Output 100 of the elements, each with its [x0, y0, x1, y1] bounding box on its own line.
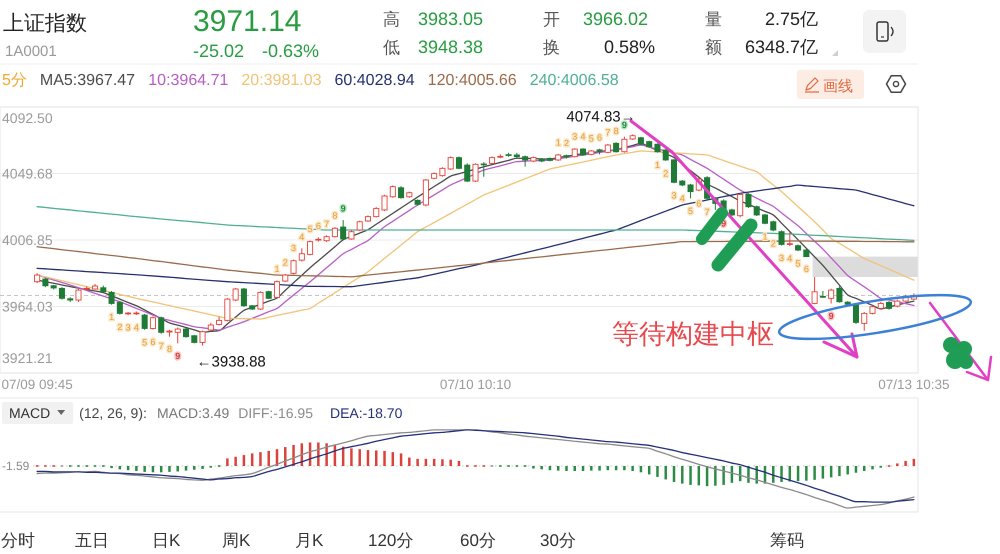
text: 3971.14 — [193, 5, 302, 38]
text: -25.02 — [193, 41, 244, 61]
text: MACD:3.49 — [156, 405, 230, 421]
bar — [598, 466, 601, 471]
bar — [689, 466, 692, 485]
chart-title: MACD — [9, 405, 50, 421]
bar — [648, 466, 650, 474]
bar — [590, 466, 593, 471]
text: 9 — [828, 310, 834, 321]
text: 20:3981.03 — [241, 72, 322, 89]
text: -1.59 — [2, 459, 30, 473]
text: 60分 — [460, 531, 496, 550]
text: 1 — [109, 312, 114, 322]
bar — [168, 466, 171, 472]
text: 筹码 — [770, 531, 804, 550]
text: 量 — [705, 10, 722, 29]
bar — [574, 466, 576, 472]
text: 5 — [142, 337, 148, 348]
text: 3 — [291, 243, 296, 254]
bar — [730, 466, 734, 483]
bar — [614, 466, 618, 470]
text: 5 — [796, 258, 801, 269]
text: 低 — [383, 38, 400, 57]
bar — [350, 448, 353, 466]
text: 8 — [332, 210, 338, 221]
y-tick-label: 4092.50 — [2, 110, 53, 126]
text: 4 — [787, 253, 792, 264]
y-tick-label: 3921.21 — [2, 350, 53, 366]
text: MA5:3967.47 — [40, 72, 136, 89]
text: 8 — [166, 344, 172, 354]
bar — [606, 466, 610, 470]
annotation: 等待构建中枢 — [612, 319, 774, 349]
bar — [176, 466, 179, 472]
bar — [780, 466, 783, 482]
text: 6 — [804, 264, 809, 274]
text: 0.58% — [604, 37, 655, 57]
y-tick-label: 3964.03 — [2, 298, 53, 315]
text: 120:4005.66 — [428, 72, 517, 89]
text: 上证指数 — [3, 12, 87, 35]
bar — [432, 458, 436, 466]
bar — [698, 466, 700, 486]
text: 3966.02 — [583, 9, 648, 29]
bar — [226, 458, 229, 466]
bar — [441, 459, 444, 466]
legend-title: (12, 26, 9): — [79, 405, 147, 421]
bar — [392, 452, 394, 466]
bar — [424, 458, 428, 466]
bar — [375, 450, 378, 466]
bar — [143, 466, 146, 472]
text: 3 — [572, 132, 578, 142]
bar — [416, 458, 419, 466]
bar — [863, 466, 866, 472]
bar — [242, 455, 246, 466]
text: DIFF:-16.95 — [238, 405, 314, 421]
text: 换 — [543, 38, 560, 57]
bar — [556, 466, 560, 471]
legend-title: 5分 — [2, 72, 27, 89]
bar — [540, 466, 543, 470]
text: 4 — [134, 322, 139, 332]
text: 60:4028.94 — [334, 72, 415, 89]
bar — [714, 466, 717, 486]
bar — [284, 447, 287, 466]
text: 9 — [622, 120, 627, 130]
bar — [193, 466, 196, 470]
text: 9 — [340, 204, 346, 214]
bar — [383, 450, 386, 466]
bar — [234, 456, 237, 466]
bar — [838, 466, 841, 476]
text: 1 — [556, 137, 561, 148]
bar — [912, 458, 916, 466]
text: 5 — [588, 134, 594, 144]
text: -0.63% — [262, 41, 320, 61]
text: 2 — [282, 257, 288, 268]
text: 五日 — [75, 531, 109, 550]
text: 3983.05 — [418, 9, 484, 29]
text: 3 — [671, 190, 677, 201]
bar — [805, 466, 808, 481]
bar — [788, 466, 792, 482]
text: 6 — [150, 337, 156, 348]
bar — [846, 466, 849, 474]
bar — [400, 453, 402, 466]
text: 2 — [663, 168, 668, 178]
bar — [334, 445, 336, 466]
bar — [259, 452, 262, 466]
bar — [565, 466, 568, 472]
text: 6348.7亿 — [744, 37, 818, 57]
bar — [532, 466, 535, 469]
bar — [623, 466, 626, 470]
bar — [118, 466, 122, 470]
text: 3 — [126, 322, 131, 333]
text: 开 — [543, 10, 560, 29]
bar — [342, 446, 344, 466]
bar — [135, 466, 138, 472]
text: 3948.38 — [418, 37, 484, 57]
text: 分时 — [1, 531, 35, 550]
text: 日K — [152, 531, 181, 550]
annotation: ←3938.88 — [196, 354, 266, 371]
text: 7 — [324, 218, 330, 229]
text: 周K — [222, 531, 251, 550]
bar — [896, 463, 899, 466]
